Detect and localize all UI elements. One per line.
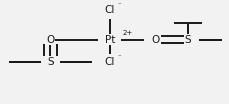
Text: O: O: [46, 35, 55, 45]
Text: 2+: 2+: [123, 30, 133, 36]
Text: Pt: Pt: [105, 35, 115, 45]
Text: Cl: Cl: [105, 5, 115, 15]
Text: S: S: [47, 57, 54, 67]
Text: S: S: [185, 35, 191, 45]
Text: O: O: [152, 35, 160, 45]
Text: Cl: Cl: [105, 57, 115, 67]
Text: ⁻: ⁻: [117, 54, 121, 60]
Text: ⁻: ⁻: [117, 2, 121, 8]
